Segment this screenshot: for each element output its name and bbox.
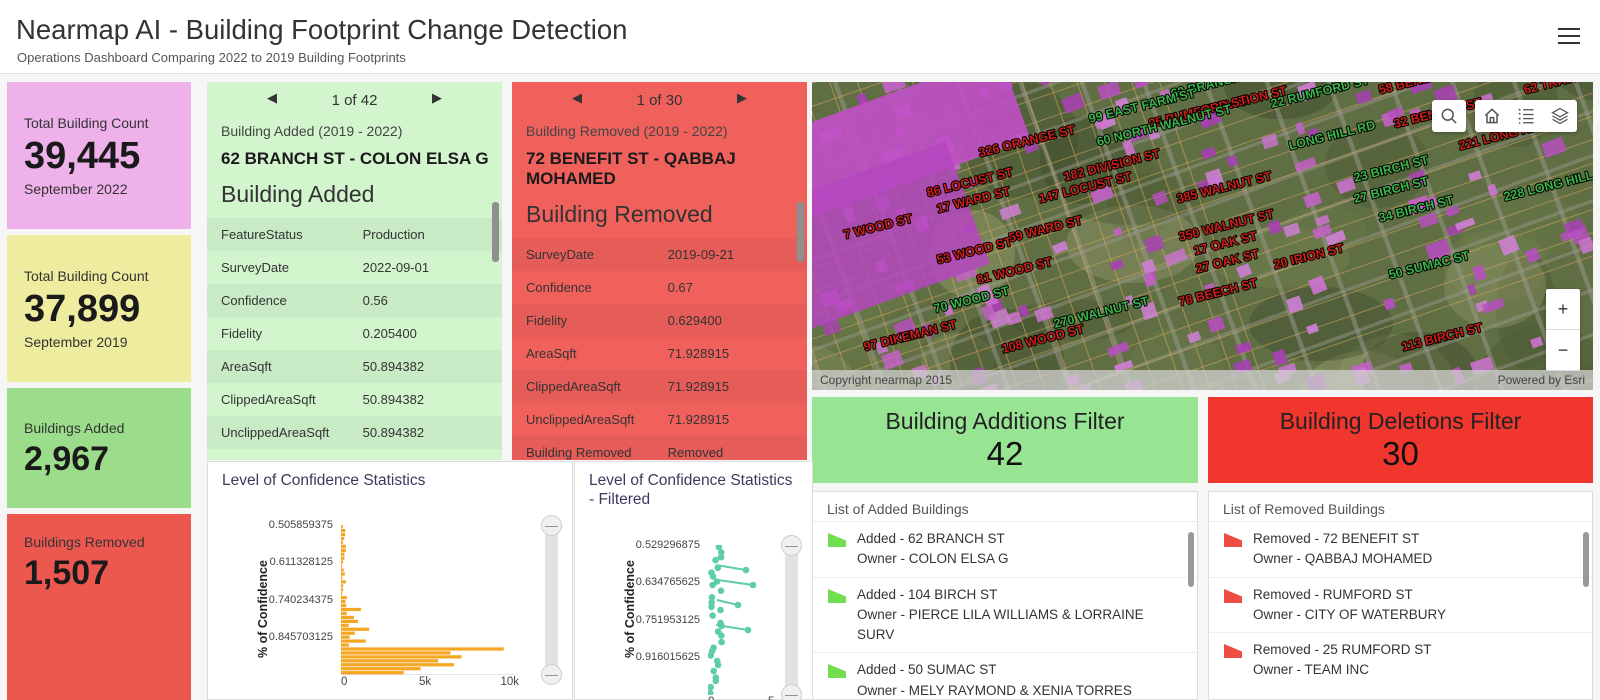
- svg-text:7 WOOD ST: 7 WOOD ST: [842, 211, 914, 242]
- svg-text:326 ORANGE ST: 326 ORANGE ST: [977, 122, 1076, 160]
- svg-text:385 WALNUT ST: 385 WALNUT ST: [1175, 169, 1273, 206]
- svg-text:53 WOOD ST: 53 WOOD ST: [935, 235, 1014, 267]
- svg-text:62 TRAVERSE ST: 62 TRAVERSE ST: [1522, 82, 1593, 97]
- svg-text:LONG HILL RD: LONG HILL RD: [1287, 118, 1376, 153]
- svg-text:113 BIRCH ST: 113 BIRCH ST: [1400, 320, 1484, 354]
- svg-text:20 IRION ST: 20 IRION ST: [1272, 241, 1345, 272]
- svg-text:78 BEECH ST: 78 BEECH ST: [1177, 276, 1259, 309]
- svg-text:70 WOOD ST: 70 WOOD ST: [932, 284, 1011, 316]
- svg-text:228 LONG HILL RD: 228 LONG HILL RD: [1502, 163, 1593, 204]
- svg-text:108 WOOD ST: 108 WOOD ST: [1000, 322, 1085, 356]
- svg-text:59 WARD ST: 59 WARD ST: [1007, 213, 1084, 245]
- svg-text:58 BENEFIT ST: 58 BENEFIT ST: [1377, 82, 1468, 97]
- svg-text:97 DIKEMAN ST: 97 DIKEMAN ST: [862, 317, 958, 354]
- svg-text:81 WOOD ST: 81 WOOD ST: [975, 255, 1054, 287]
- svg-text:50 SUMAC ST: 50 SUMAC ST: [1387, 248, 1471, 282]
